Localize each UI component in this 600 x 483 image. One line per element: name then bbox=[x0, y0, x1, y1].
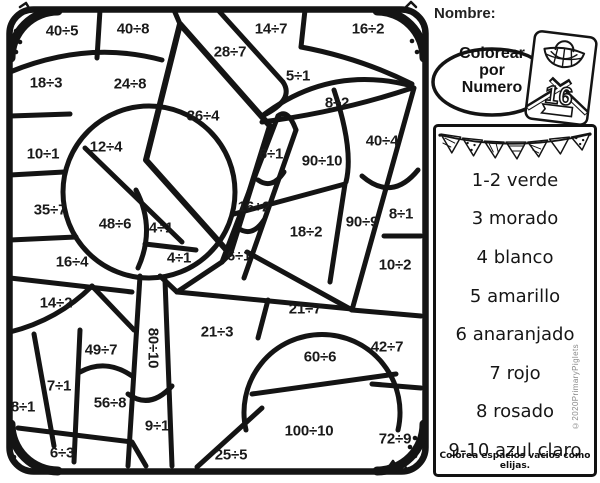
legend-item-8: 8 rosado bbox=[475, 401, 555, 423]
division-label: 10÷1 bbox=[26, 145, 60, 163]
division-label: 14÷7 bbox=[254, 20, 288, 38]
puzzle-line-art bbox=[6, 0, 429, 476]
division-label: 49÷7 bbox=[84, 341, 118, 359]
division-label: 16÷2 bbox=[351, 20, 385, 38]
division-label: 6÷3 bbox=[49, 444, 75, 462]
puzzle-area: 40÷5 40÷8 28÷7 14÷7 16÷2 18÷3 24÷8 5÷1 8÷2 36÷4 10… bbox=[6, 0, 429, 476]
division-label: 9÷1 bbox=[144, 417, 170, 435]
division-label: 48÷6 bbox=[98, 215, 132, 233]
copyright-text: ©2020PrimaryPiglets bbox=[571, 344, 580, 430]
legend-item-5: 5 amarillo bbox=[469, 285, 561, 307]
sombrero-card-icon: 16 bbox=[524, 30, 598, 126]
division-label: 14÷2 bbox=[39, 294, 73, 312]
card-number: 16 bbox=[543, 80, 574, 111]
legend-item-4: 4 blanco bbox=[476, 246, 554, 268]
division-label: 80÷10 bbox=[144, 327, 162, 369]
legend-item-6: 6 anaranjado bbox=[455, 324, 575, 346]
division-label: 28÷7 bbox=[213, 43, 247, 61]
division-label: 40÷4 bbox=[365, 132, 399, 150]
division-label: 16÷4 bbox=[55, 253, 89, 271]
division-label: 10÷2 bbox=[378, 256, 412, 274]
legend-item-7: 7 rojo bbox=[489, 362, 541, 384]
sombrero-icon bbox=[543, 40, 586, 69]
badge-line1: Colorear bbox=[459, 45, 525, 62]
nombre-label: Nombre: bbox=[434, 5, 496, 22]
division-label: 18÷3 bbox=[29, 74, 63, 92]
division-label: 5÷1 bbox=[285, 67, 311, 85]
legend-item-3: 3 morado bbox=[471, 208, 559, 230]
legend-item-1-2: 1-2 verde bbox=[471, 169, 559, 191]
division-label: 18÷2 bbox=[289, 223, 323, 241]
division-label: 8÷2 bbox=[324, 94, 350, 112]
division-label: 21÷3 bbox=[200, 323, 234, 341]
legend-footer: Colorea espacios vacios como elijas. bbox=[439, 451, 591, 471]
bunting-banner-icon bbox=[438, 132, 592, 160]
title-badge: 16 bbox=[431, 30, 598, 126]
division-label: 8÷1 bbox=[10, 398, 36, 416]
division-label: 42÷7 bbox=[370, 338, 404, 356]
division-label: 24÷8 bbox=[113, 75, 147, 93]
badge-line2: por bbox=[479, 62, 505, 79]
division-label: 12÷4 bbox=[89, 138, 123, 156]
division-label: 25÷5 bbox=[214, 446, 248, 464]
division-label: 7÷1 bbox=[46, 377, 72, 395]
division-label: 90÷10 bbox=[301, 152, 343, 170]
division-label: 6÷1 bbox=[258, 145, 284, 163]
division-label: 56÷8 bbox=[93, 394, 127, 412]
legend-list: 1-2 verde 3 morado 4 blanco 5 amarillo 6 ana… bbox=[436, 161, 594, 470]
division-label: 6÷1 bbox=[226, 247, 252, 265]
division-label: 8÷1 bbox=[388, 205, 414, 223]
badge-line3: Numero bbox=[461, 79, 523, 96]
division-label: 100÷10 bbox=[284, 422, 334, 440]
division-label: 40÷5 bbox=[45, 22, 79, 40]
zigzag-ticks bbox=[18, 0, 418, 470]
division-label: 72÷9 bbox=[378, 430, 412, 448]
badge-title: Colorear por Numero bbox=[436, 45, 548, 96]
legend-item-9-10: 9-10 azul claro bbox=[448, 439, 582, 461]
division-label: 60÷6 bbox=[303, 348, 337, 366]
division-label: 16÷2 bbox=[237, 198, 271, 216]
division-label: 36÷4 bbox=[186, 107, 220, 125]
division-label: 40÷8 bbox=[116, 20, 150, 38]
division-label: 4÷1 bbox=[166, 249, 192, 267]
division-label: 90÷9 bbox=[345, 213, 379, 231]
division-label: 35÷7 bbox=[33, 201, 67, 219]
division-label: 21÷7 bbox=[288, 300, 322, 318]
division-label: 4÷1 bbox=[148, 219, 174, 237]
legend-panel: 1-2 verde 3 morado 4 blanco 5 amarillo 6 ana… bbox=[433, 124, 597, 477]
corner-dots bbox=[11, 27, 420, 460]
